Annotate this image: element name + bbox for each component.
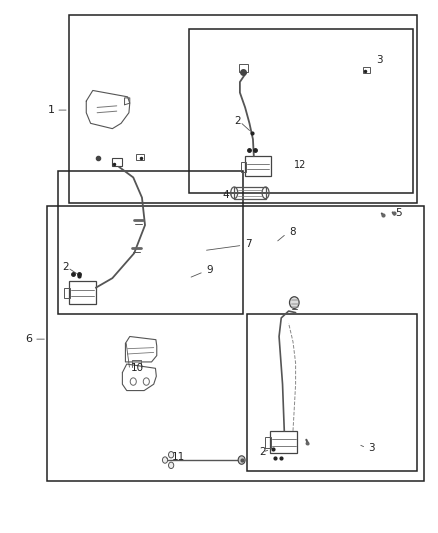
Bar [234, 187, 265, 199]
Bar [69, 14, 417, 203]
Bar [247, 314, 417, 471]
Bar [265, 437, 271, 448]
Text: 7: 7 [245, 239, 252, 249]
Bar [239, 64, 248, 72]
Bar [58, 171, 243, 314]
Bar [270, 431, 297, 453]
Bar [69, 281, 96, 304]
Text: 5: 5 [395, 208, 402, 219]
Text: 6: 6 [26, 334, 33, 344]
Bar [245, 156, 271, 176]
Text: 9: 9 [207, 265, 213, 275]
Ellipse shape [162, 457, 168, 463]
Text: 2: 2 [62, 262, 69, 271]
Bar [136, 154, 144, 160]
Bar [112, 158, 122, 166]
Bar [241, 161, 246, 172]
Text: 2: 2 [234, 116, 241, 126]
Ellipse shape [169, 451, 174, 458]
Bar [188, 29, 413, 193]
Ellipse shape [290, 297, 299, 309]
Text: 2: 2 [259, 447, 266, 457]
Text: 3: 3 [377, 55, 383, 64]
Text: 1: 1 [47, 105, 54, 115]
Ellipse shape [238, 456, 245, 464]
Bar [47, 206, 424, 481]
Text: 8: 8 [290, 227, 296, 237]
Text: 4: 4 [223, 190, 229, 200]
Text: 12: 12 [294, 160, 306, 169]
Text: 11: 11 [172, 453, 185, 463]
Text: 10: 10 [131, 364, 144, 373]
Bar [363, 67, 371, 73]
Bar [64, 288, 70, 298]
Ellipse shape [169, 462, 174, 469]
Text: 3: 3 [368, 443, 374, 453]
